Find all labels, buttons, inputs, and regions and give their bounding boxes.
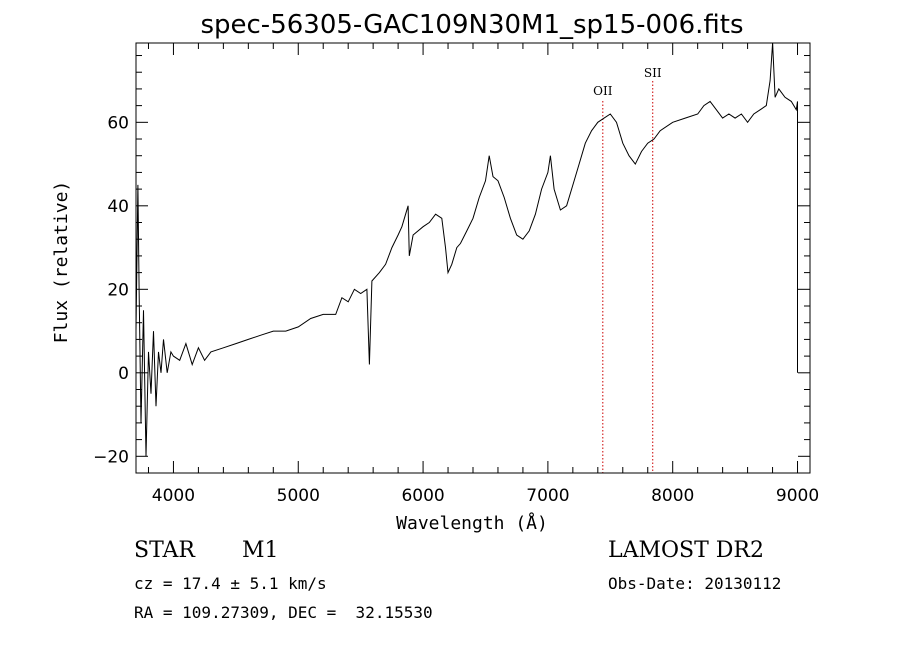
ra-dec-coordinates: RA = 109.27309, DEC = 32.15530 xyxy=(134,603,433,622)
object-subclass: M1 xyxy=(242,538,279,563)
x-axis-label: Wavelength (Å) xyxy=(396,512,548,534)
x-tick-label: 8000 xyxy=(651,486,694,506)
redshift-velocity: cz = 17.4 ± 5.1 km/s xyxy=(134,574,327,593)
x-tick-label: 9000 xyxy=(776,486,819,506)
plot-frame xyxy=(135,42,811,474)
emission-line-label: SII xyxy=(644,66,662,80)
y-axis-label: Flux (relative) xyxy=(51,181,72,344)
y-tick-label: 40 xyxy=(107,197,129,217)
observation-date: Obs-Date: 20130112 xyxy=(608,574,782,593)
spectrum-line xyxy=(135,42,798,457)
survey-name: LAMOST DR2 xyxy=(608,538,764,563)
y-tick-label: 60 xyxy=(107,113,129,133)
x-tick-label: 5000 xyxy=(277,486,320,506)
minor-ticks xyxy=(136,43,810,474)
x-tick-label: 4000 xyxy=(152,486,195,506)
object-class: STAR xyxy=(134,538,195,563)
y-tick-label: 0 xyxy=(118,364,129,384)
tick-labels: 4000 5000 6000 7000 8000 9000 −20 0 20 40 60 xyxy=(93,113,819,506)
emission-line-label: OII xyxy=(593,84,613,98)
x-tick-label: 7000 xyxy=(526,486,569,506)
emission-line-markers: OII SII xyxy=(593,66,662,473)
major-ticks xyxy=(136,43,810,473)
chart-title: spec-56305-GAC109N30M1_sp15-006.fits xyxy=(200,10,743,40)
x-tick-label: 6000 xyxy=(401,486,444,506)
y-tick-label: −20 xyxy=(93,447,129,467)
y-tick-label: 20 xyxy=(107,280,129,300)
